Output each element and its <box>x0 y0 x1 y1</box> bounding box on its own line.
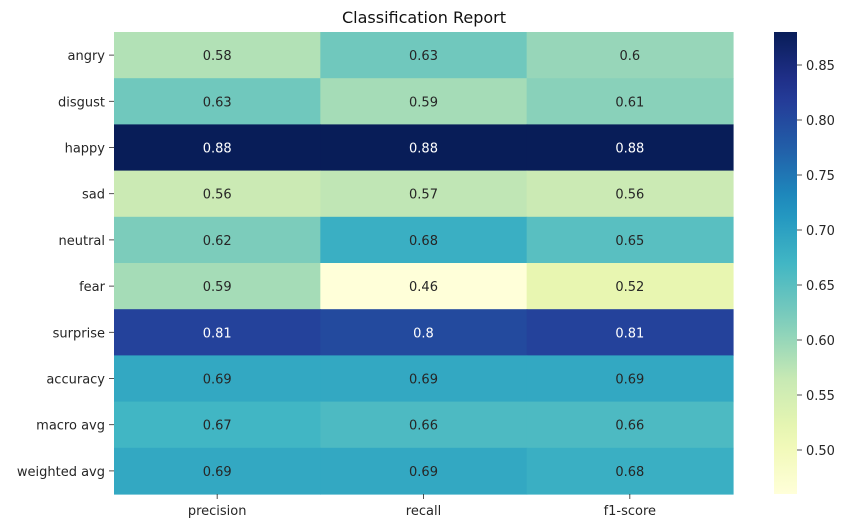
cell-value-label: 0.65 <box>615 234 644 249</box>
colorbar-tick-label: 0.55 <box>806 389 835 404</box>
colorbar-tick-label: 0.80 <box>806 114 835 129</box>
cell-value-label: 0.88 <box>203 142 232 157</box>
cell-value-label: 0.69 <box>409 373 438 388</box>
cell-value-label: 0.88 <box>409 142 438 157</box>
cell-value-label: 0.52 <box>615 280 644 295</box>
y-tick-label: weighted avg <box>17 465 105 480</box>
cell-value-label: 0.6 <box>619 49 640 64</box>
y-tick-label: neutral <box>59 234 106 249</box>
colorbar-tick-label: 0.65 <box>806 279 835 294</box>
cell-value-label: 0.69 <box>615 373 644 388</box>
cell-value-label: 0.62 <box>203 234 232 249</box>
colorbar-tick-label: 0.85 <box>806 59 835 74</box>
cell-value-label: 0.59 <box>203 280 232 295</box>
cell-value-label: 0.66 <box>409 419 438 434</box>
y-tick-label: fear <box>79 280 106 295</box>
colorbar-tick-label: 0.50 <box>806 444 835 459</box>
y-tick-label: macro avg <box>36 419 105 434</box>
chart-title: Classification Report <box>342 8 506 27</box>
cell-value-label: 0.61 <box>615 95 644 110</box>
cell-value-label: 0.59 <box>409 95 438 110</box>
x-tick-label: recall <box>406 504 441 519</box>
cell-value-label: 0.57 <box>409 188 438 203</box>
y-tick-label: surprise <box>53 326 105 341</box>
cell-value-label: 0.69 <box>409 465 438 480</box>
cell-value-label: 0.69 <box>203 373 232 388</box>
cell-value-label: 0.68 <box>615 465 644 480</box>
y-tick-label: disgust <box>58 95 105 110</box>
cell-value-label: 0.56 <box>203 188 232 203</box>
x-tick-label: f1-score <box>604 504 656 519</box>
colorbar <box>774 32 797 494</box>
cell-value-label: 0.56 <box>615 188 644 203</box>
cell-value-label: 0.69 <box>203 465 232 480</box>
cell-value-label: 0.8 <box>413 326 434 341</box>
colorbar-ticks: 0.50 0.55 0.60 0.65 0.70 0.75 0.80 0.85 <box>797 59 835 459</box>
colorbar-tick-label: 0.60 <box>806 334 835 349</box>
cell-value-label: 0.66 <box>615 419 644 434</box>
cell-value-label: 0.63 <box>203 95 232 110</box>
x-tick-labels: precision recall f1-score <box>188 494 656 519</box>
y-tick-label: angry <box>68 49 106 64</box>
cell-value-label: 0.58 <box>203 49 232 64</box>
cell-value-label: 0.81 <box>203 326 232 341</box>
heatmap-chart: Classification Report 0.58 0.63 0.60.63 0.5… <box>0 0 846 528</box>
cell-value-label: 0.68 <box>409 234 438 249</box>
cell-value-label: 0.88 <box>615 142 644 157</box>
y-tick-label: happy <box>65 142 106 157</box>
cell-value-label: 0.81 <box>615 326 644 341</box>
cell-value-label: 0.67 <box>203 419 232 434</box>
x-tick-label: precision <box>188 504 247 519</box>
heatmap-cells: 0.58 0.63 0.6 0.63 0.59 0.61 0.88 0.88 0.88 0.56 0… <box>114 32 734 495</box>
colorbar-tick-label: 0.70 <box>806 224 835 239</box>
y-tick-label: sad <box>82 188 105 203</box>
y-tick-labels: angry disgust happy sad neutral fear surprise a… <box>17 49 114 480</box>
colorbar-tick-label: 0.75 <box>806 169 835 184</box>
cell-value-label: 0.46 <box>409 280 438 295</box>
cell-value-label: 0.63 <box>409 49 438 64</box>
y-tick-label: accuracy <box>46 373 105 388</box>
